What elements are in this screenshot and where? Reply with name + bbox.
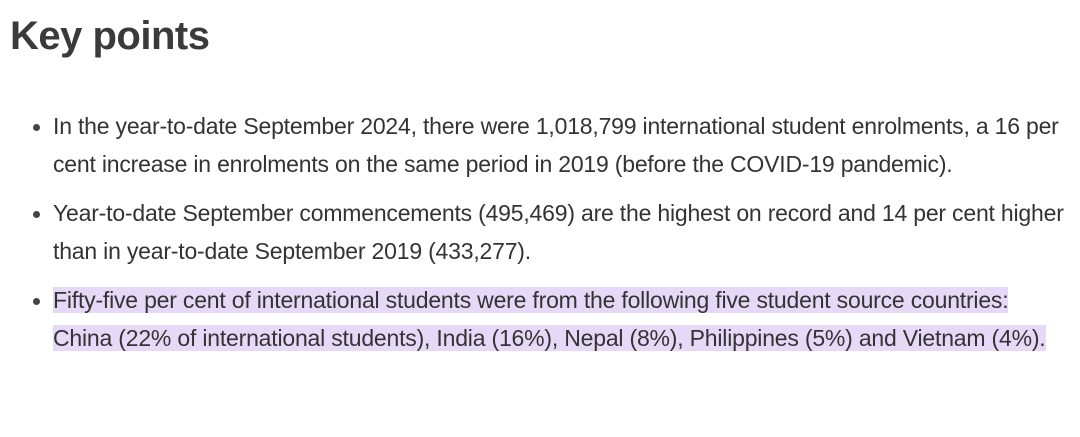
bullet-text: In the year-to-date September 2024, ther… bbox=[53, 113, 1059, 177]
page-title: Key points bbox=[10, 14, 210, 58]
list-item: In the year-to-date September 2024, ther… bbox=[33, 108, 1073, 183]
bullet-text: Year-to-date September commencements (49… bbox=[53, 200, 1064, 264]
bullet-icon bbox=[33, 298, 40, 305]
key-points-list: In the year-to-date September 2024, ther… bbox=[0, 108, 1073, 369]
highlighted-bullet-text: Fifty-five per cent of international stu… bbox=[53, 287, 1046, 351]
bullet-icon bbox=[33, 124, 40, 131]
bullet-icon bbox=[33, 211, 40, 218]
list-item: Fifty-five per cent of international stu… bbox=[33, 282, 1073, 357]
list-item: Year-to-date September commencements (49… bbox=[33, 195, 1073, 270]
